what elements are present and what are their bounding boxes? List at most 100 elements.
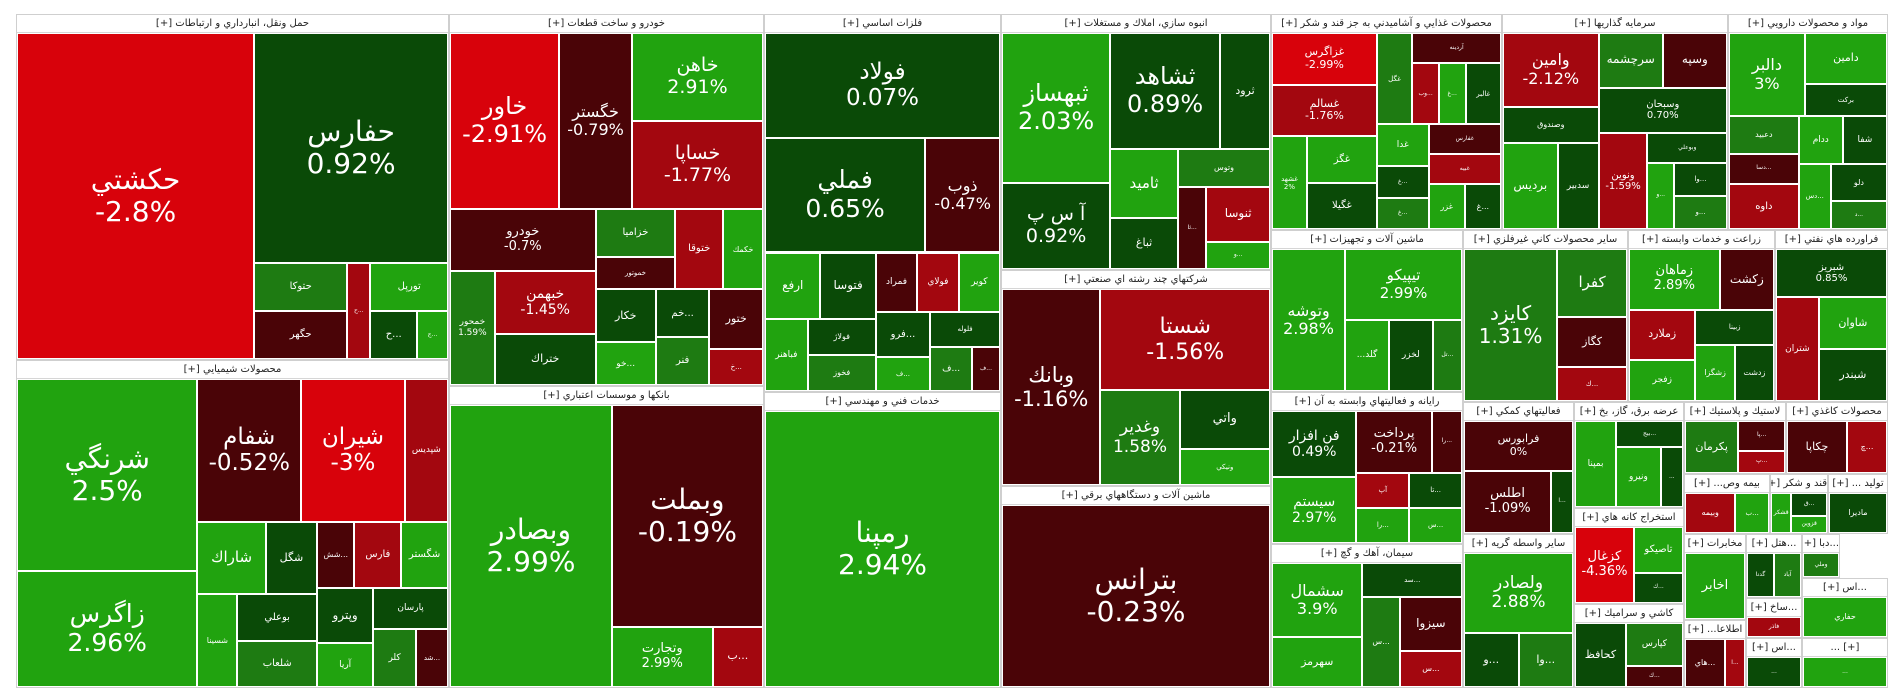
stock-tile[interactable]: ونيرو xyxy=(1616,447,1661,507)
stock-tile[interactable]: وب... xyxy=(1412,63,1439,125)
stock-tile[interactable]: ارفع xyxy=(765,252,821,319)
stock-tile[interactable]: دامين xyxy=(1804,33,1887,85)
stock-tile[interactable]: ثا... xyxy=(1177,187,1207,269)
sector-title[interactable]: لاستيك و پلاستيك [+] xyxy=(1685,403,1785,421)
stock-tile[interactable]: خم... xyxy=(655,289,710,338)
stock-tile[interactable]: كوير xyxy=(958,252,1000,312)
sector-title[interactable]: استخراج كانه هاي [+] xyxy=(1575,509,1683,527)
stock-tile[interactable]: شگستر xyxy=(401,521,448,588)
stock-tile[interactable]: فنر xyxy=(655,337,710,385)
stock-tile[interactable]: شپديس xyxy=(404,379,448,522)
stock-tile[interactable]: دعبيد xyxy=(1729,116,1799,154)
stock-tile[interactable]: س... xyxy=(1409,507,1462,543)
stock-tile[interactable]: ا... xyxy=(1551,470,1573,533)
stock-tile[interactable]: غگز xyxy=(1306,136,1377,183)
stock-tile[interactable]: وتوس xyxy=(1177,149,1270,187)
stock-tile[interactable]: حگهر xyxy=(254,311,348,359)
stock-tile[interactable]: فارس xyxy=(354,521,402,588)
stock-tile[interactable]: دالبر 3% xyxy=(1729,33,1805,117)
stock-tile[interactable]: شسينا xyxy=(197,594,238,687)
stock-tile[interactable]: ق... xyxy=(1791,493,1827,516)
stock-tile[interactable]: خساپا -1.77% xyxy=(631,121,763,209)
stock-tile[interactable]: كپارس xyxy=(1625,623,1683,666)
sector-box[interactable]: محصولات غذايي و آشاميدني به جز قند و شكر… xyxy=(1271,14,1502,230)
stock-tile[interactable]: ولصادر 2.88% xyxy=(1464,553,1573,634)
stock-tile[interactable]: غسالم -1.76% xyxy=(1272,84,1377,137)
stock-tile[interactable]: غ... xyxy=(1438,63,1466,125)
sector-box[interactable]: ماشين آلات و دستگاههاي برقي [+] بترانس -0.… xyxy=(1001,486,1271,688)
sector-box[interactable]: زراعت و خدمات وابسته [+] زماهان 2.89% زكشت ز… xyxy=(1628,230,1775,402)
stock-tile[interactable]: پكرمان xyxy=(1685,421,1739,473)
stock-tile[interactable]: شيران -3% xyxy=(301,379,405,522)
stock-tile[interactable]: كگاز xyxy=(1557,316,1627,368)
stock-tile[interactable]: وبصادر 2.99% xyxy=(450,405,612,687)
stock-tile[interactable]: فرو... xyxy=(875,311,931,358)
sector-box[interactable]: كاشي و سراميك [+] كحافظ كپارس ك... xyxy=(1574,604,1684,688)
stock-tile[interactable]: زماهان 2.89% xyxy=(1629,249,1720,310)
stock-tile[interactable]: خبهمن -1.45% xyxy=(494,270,596,335)
stock-tile[interactable]: رمپنا 2.94% xyxy=(765,411,1000,687)
stock-tile[interactable]: وامين -2.12% xyxy=(1503,33,1599,107)
stock-tile[interactable]: فولاد 0.07% xyxy=(765,33,1000,138)
stock-tile[interactable]: ب... xyxy=(1735,493,1769,533)
stock-tile[interactable]: وصندوق xyxy=(1503,106,1599,144)
stock-tile[interactable]: آپ xyxy=(1356,472,1410,508)
sector-title[interactable]: ...دبا [+] xyxy=(1803,535,1839,553)
stock-tile[interactable]: سد... xyxy=(1362,563,1462,597)
stock-tile[interactable]: ماديرا xyxy=(1829,493,1887,533)
stock-tile[interactable]: فرابورس 0% xyxy=(1464,421,1573,471)
stock-tile[interactable]: وا... xyxy=(1518,633,1573,687)
stock-tile[interactable]: غگيلا xyxy=(1306,182,1377,229)
stock-tile[interactable]: خاور -2.91% xyxy=(450,33,560,209)
stock-tile[interactable]: ونوين -1.59% xyxy=(1598,133,1648,229)
sector-title[interactable]: فراورده هاي نفتي [+] xyxy=(1776,231,1887,249)
stock-tile[interactable]: بركت xyxy=(1804,84,1887,117)
stock-tile[interactable]: حفاري xyxy=(1803,597,1887,637)
stock-tile[interactable]: شاوان xyxy=(1818,297,1887,349)
sector-title[interactable]: زراعت و خدمات وابسته [+] xyxy=(1629,231,1774,249)
stock-tile[interactable]: ثشاهد 0.89% xyxy=(1110,33,1221,150)
stock-tile[interactable]: ب... xyxy=(712,626,763,687)
stock-tile[interactable]: شرنگي 2.5% xyxy=(17,379,198,571)
stock-tile[interactable]: داوه xyxy=(1729,183,1799,229)
stock-tile[interactable]: ف... xyxy=(875,357,931,391)
stock-tile[interactable]: سهرمز xyxy=(1272,637,1363,687)
stock-tile[interactable]: وا... xyxy=(1673,162,1727,196)
stock-tile[interactable]: و... xyxy=(1206,241,1270,269)
stock-tile[interactable]: خكمك xyxy=(723,209,763,290)
stock-tile[interactable]: آردينه xyxy=(1412,33,1501,64)
sector-title[interactable]: [+] ... xyxy=(1803,639,1887,657)
stock-tile[interactable]: را... xyxy=(1356,507,1410,543)
sector-box[interactable]: ...دبا [+] وملي xyxy=(1802,534,1840,578)
sector-title[interactable]: فلزات اساسي [+] xyxy=(765,15,1000,33)
stock-tile[interactable]: سيزوا xyxy=(1399,596,1462,651)
stock-tile[interactable]: غ... xyxy=(1464,184,1501,229)
stock-tile[interactable]: آ س پ 0.92% xyxy=(1002,183,1111,269)
sector-title[interactable]: ...هتل [+] xyxy=(1747,535,1801,553)
stock-tile[interactable]: سشمال 3.9% xyxy=(1272,563,1363,638)
stock-tile[interactable]: ... xyxy=(1660,447,1683,507)
stock-tile[interactable]: ك... xyxy=(1557,367,1627,401)
sector-box[interactable]: محصولات كاغذي [+] چكاپا چ... xyxy=(1786,402,1888,474)
sector-title[interactable]: ...ساخ [+] xyxy=(1747,599,1801,617)
stock-tile[interactable]: غ... xyxy=(1376,166,1429,198)
sector-box[interactable]: رايانه و فعاليتهاي وابسته به آن [+] فن اف… xyxy=(1271,392,1463,544)
stock-tile[interactable]: ختراك xyxy=(494,334,596,385)
stock-tile[interactable]: خودرو -0.7% xyxy=(450,209,596,271)
sector-box[interactable]: فراورده هاي نفتي [+] شبريز 0.85% شتران شاوان… xyxy=(1775,230,1888,402)
stock-tile[interactable]: وتوشه 2.98% xyxy=(1272,249,1346,391)
stock-tile[interactable]: فتوسا xyxy=(820,252,876,319)
stock-tile[interactable]: س... xyxy=(1362,596,1400,687)
stock-tile[interactable]: فولاژ xyxy=(807,318,876,355)
stock-tile[interactable]: تا... xyxy=(1409,472,1462,508)
sector-title[interactable]: تولید ... [+] xyxy=(1829,475,1887,493)
sector-box[interactable]: مواد و محصولات دارويي [+] دالبر 3% دامين برك… xyxy=(1728,14,1888,230)
sector-box[interactable]: ...هتل [+] گدنا آباد xyxy=(1746,534,1802,598)
sector-title[interactable]: رايانه و فعاليتهاي وابسته به آن [+] xyxy=(1272,393,1462,411)
stock-tile[interactable]: واتي xyxy=(1179,390,1270,450)
sector-box[interactable]: مخابرات [+] اخابر xyxy=(1684,534,1746,620)
stock-tile[interactable]: وبانك -1.16% xyxy=(1002,289,1101,485)
stock-tile[interactable]: سيستم 2.97% xyxy=(1272,477,1357,543)
stock-tile[interactable]: آباد xyxy=(1774,553,1801,597)
sector-title[interactable]: ...اس [+] xyxy=(1747,639,1801,657)
